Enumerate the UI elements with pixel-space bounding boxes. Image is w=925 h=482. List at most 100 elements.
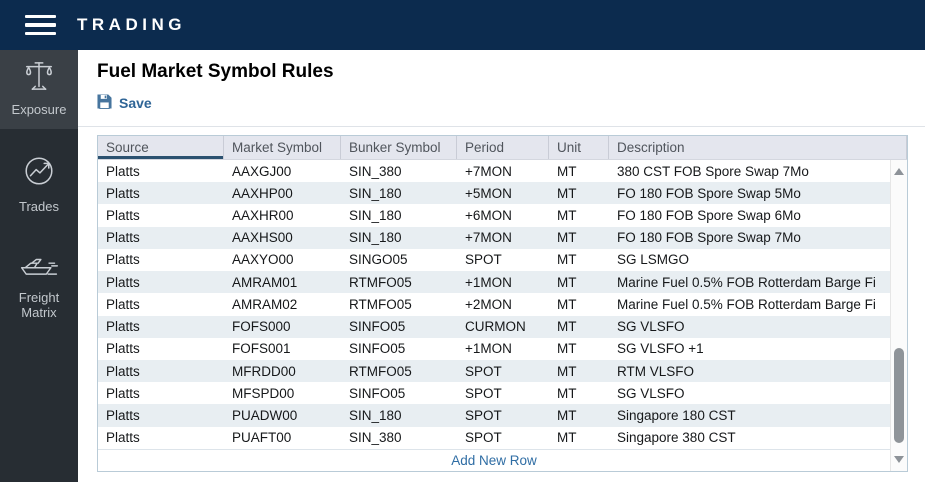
- table-cell[interactable]: PUAFT00: [232, 430, 292, 446]
- table-cell[interactable]: FO 180 FOB Spore Swap 6Mo: [617, 208, 801, 224]
- table-cell[interactable]: SINGO05: [349, 252, 408, 268]
- table-cell[interactable]: FO 180 FOB Spore Swap 7Mo: [617, 230, 801, 246]
- table-cell[interactable]: Platts: [106, 163, 140, 179]
- table-cell[interactable]: AMRAM01: [232, 274, 298, 290]
- add-new-row-link[interactable]: Add New Row: [451, 453, 537, 468]
- scrollbar-thumb[interactable]: [894, 348, 904, 443]
- scroll-up-arrow-icon[interactable]: [894, 168, 904, 175]
- table-cell[interactable]: Platts: [106, 296, 140, 312]
- table-cell[interactable]: PUADW00: [232, 408, 298, 424]
- table-cell[interactable]: AAXHR00: [232, 208, 294, 224]
- table-row[interactable]: Platts MFSPD00 SINFO05 SPOT MT SG VLSFO: [98, 382, 890, 405]
- table-cell[interactable]: Platts: [106, 408, 140, 424]
- sidebar-item-trades[interactable]: Trades: [0, 143, 78, 226]
- table-cell[interactable]: RTMFO05: [349, 363, 412, 379]
- column-header-description[interactable]: Description: [609, 136, 907, 159]
- table-cell[interactable]: AAXHP00: [232, 185, 293, 201]
- table-cell[interactable]: MT: [557, 363, 577, 379]
- hamburger-menu-icon[interactable]: [25, 10, 56, 41]
- column-header-source[interactable]: Source: [98, 136, 224, 159]
- table-cell[interactable]: SG VLSFO: [617, 319, 685, 335]
- table-cell[interactable]: MT: [557, 208, 577, 224]
- table-cell[interactable]: MT: [557, 319, 577, 335]
- table-cell[interactable]: MT: [557, 385, 577, 401]
- table-cell[interactable]: SIN_180: [349, 208, 402, 224]
- table-cell[interactable]: +7MON: [465, 230, 512, 246]
- table-cell[interactable]: SIN_380: [349, 163, 402, 179]
- table-row[interactable]: Platts AAXHP00 SIN_180 +5MON MT FO 180 FOB Sp…: [98, 182, 890, 205]
- table-cell[interactable]: RTMFO05: [349, 274, 412, 290]
- table-cell[interactable]: RTM VLSFO: [617, 363, 695, 379]
- table-cell[interactable]: 380 CST FOB Spore Swap 7Mo: [617, 163, 809, 179]
- table-cell[interactable]: FOFS000: [232, 319, 291, 335]
- table-cell[interactable]: MT: [557, 341, 577, 357]
- table-cell[interactable]: MT: [557, 163, 577, 179]
- table-cell[interactable]: SG VLSFO: [617, 385, 685, 401]
- table-cell[interactable]: SPOT: [465, 430, 502, 446]
- table-cell[interactable]: AMRAM02: [232, 296, 298, 312]
- table-row[interactable]: Platts FOFS000 SINFO05 CURMON MT SG VLSFO: [98, 315, 890, 338]
- table-cell[interactable]: MT: [557, 185, 577, 201]
- table-cell[interactable]: AAXYO00: [232, 252, 294, 268]
- table-cell[interactable]: Platts: [106, 208, 140, 224]
- table-cell[interactable]: Platts: [106, 274, 140, 290]
- table-cell[interactable]: MT: [557, 430, 577, 446]
- table-cell[interactable]: Platts: [106, 185, 140, 201]
- table-cell[interactable]: Platts: [106, 430, 140, 446]
- table-row[interactable]: Platts FOFS001 SINFO05 +1MON MT SG VLSFO +1: [98, 337, 890, 360]
- table-cell[interactable]: MT: [557, 274, 577, 290]
- table-row[interactable]: Platts PUADW00 SIN_180 SPOT MT Singapore 180 …: [98, 404, 890, 427]
- table-row[interactable]: Platts MFRDD00 RTMFO05 SPOT MT RTM VLSFO: [98, 359, 890, 383]
- vertical-scrollbar[interactable]: [890, 160, 907, 471]
- table-cell[interactable]: Platts: [106, 385, 140, 401]
- table-cell[interactable]: AAXHS00: [232, 230, 293, 246]
- table-row[interactable]: Platts AAXHS00 SIN_180 +7MON MT FO 180 FOB Sp…: [98, 226, 890, 249]
- table-cell[interactable]: SIN_180: [349, 408, 402, 424]
- column-header-market-symbol[interactable]: Market Symbol: [224, 136, 341, 159]
- table-cell[interactable]: MFSPD00: [232, 385, 295, 401]
- table-cell[interactable]: Marine Fuel 0.5% FOB Rotterdam Barge Fi: [617, 296, 876, 312]
- table-row[interactable]: Platts AMRAM01 RTMFO05 +1MON MT Marine Fuel 0…: [98, 271, 890, 294]
- table-cell[interactable]: Platts: [106, 319, 140, 335]
- table-cell[interactable]: Platts: [106, 230, 140, 246]
- table-cell[interactable]: Marine Fuel 0.5% FOB Rotterdam Barge Fi: [617, 274, 876, 290]
- table-cell[interactable]: MT: [557, 230, 577, 246]
- table-cell[interactable]: RTMFO05: [349, 296, 412, 312]
- table-cell[interactable]: MT: [557, 252, 577, 268]
- column-header-bunker-symbol[interactable]: Bunker Symbol: [341, 136, 457, 159]
- table-cell[interactable]: AAXGJ00: [232, 163, 292, 179]
- table-cell[interactable]: SIN_180: [349, 230, 402, 246]
- table-cell[interactable]: +5MON: [465, 185, 512, 201]
- scroll-down-arrow-icon[interactable]: [894, 456, 904, 463]
- table-cell[interactable]: FO 180 FOB Spore Swap 5Mo: [617, 185, 801, 201]
- table-cell[interactable]: Platts: [106, 252, 140, 268]
- table-cell[interactable]: FOFS001: [232, 341, 291, 357]
- table-cell[interactable]: +1MON: [465, 341, 512, 357]
- table-cell[interactable]: SG LSMGO: [617, 252, 690, 268]
- table-cell[interactable]: SIN_380: [349, 430, 402, 446]
- table-cell[interactable]: SPOT: [465, 363, 502, 379]
- table-cell[interactable]: +7MON: [465, 163, 512, 179]
- table-cell[interactable]: CURMON: [465, 319, 526, 335]
- table-row[interactable]: Platts PUAFT00 SIN_380 SPOT MT Singapore 380 …: [98, 426, 890, 449]
- table-cell[interactable]: +1MON: [465, 274, 512, 290]
- table-cell[interactable]: SINFO05: [349, 385, 406, 401]
- sidebar-item-freight-matrix[interactable]: Freight Matrix: [0, 240, 78, 332]
- table-cell[interactable]: SPOT: [465, 408, 502, 424]
- column-header-unit[interactable]: Unit: [549, 136, 609, 159]
- table-cell[interactable]: MT: [557, 296, 577, 312]
- table-cell[interactable]: SINFO05: [349, 341, 406, 357]
- table-cell[interactable]: +6MON: [465, 208, 512, 224]
- table-cell[interactable]: MT: [557, 408, 577, 424]
- table-cell[interactable]: MFRDD00: [232, 363, 296, 379]
- table-cell[interactable]: +2MON: [465, 296, 512, 312]
- save-button[interactable]: Save: [97, 94, 152, 112]
- table-cell[interactable]: Singapore 380 CST: [617, 430, 736, 446]
- table-row[interactable]: Platts AMRAM02 RTMFO05 +2MON MT Marine Fuel 0…: [98, 293, 890, 316]
- table-cell[interactable]: SINFO05: [349, 319, 406, 335]
- table-row[interactable]: Platts AAXYO00 SINGO05 SPOT MT SG LSMGO: [98, 248, 890, 272]
- table-row[interactable]: Platts AAXHR00 SIN_180 +6MON MT FO 180 FOB Sp…: [98, 204, 890, 227]
- table-cell[interactable]: SPOT: [465, 252, 502, 268]
- table-cell[interactable]: SG VLSFO +1: [617, 341, 704, 357]
- table-cell[interactable]: SPOT: [465, 385, 502, 401]
